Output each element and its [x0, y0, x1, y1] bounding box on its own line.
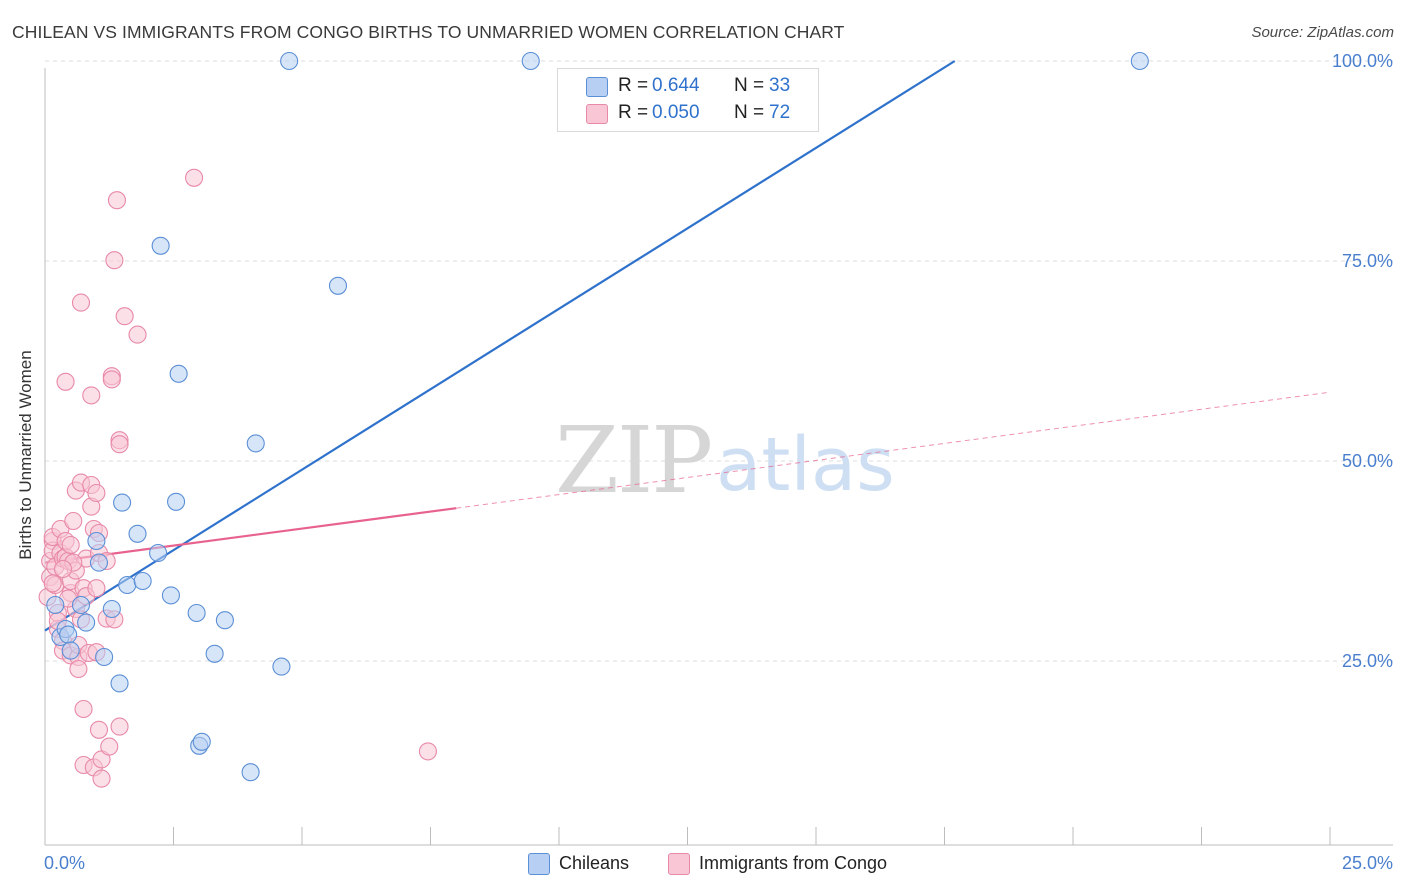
data-point-congo	[74, 699, 93, 719]
data-point-congo	[69, 659, 88, 679]
data-point-chilean	[95, 647, 114, 667]
data-point-chilean	[328, 276, 348, 295]
stats-legend-row-congo: R = 0.050 N = 72	[558, 101, 818, 127]
data-point-chilean	[118, 575, 137, 595]
data-point-congo	[115, 307, 134, 326]
y-axis-label: Births to Unmarried Women	[16, 350, 35, 560]
legend-label-immigrants-from-congo: Immigrants from Congo	[699, 853, 888, 873]
data-point-chilean	[169, 364, 188, 383]
data-point-congo	[87, 483, 106, 503]
data-point-chilean	[77, 613, 96, 632]
trendline-congo-extension	[456, 391, 1331, 509]
data-point-chilean	[110, 674, 129, 693]
n-label: N =	[734, 75, 765, 96]
trend-layer	[44, 60, 1331, 632]
n-label: N =	[734, 102, 765, 123]
trendline-chileans	[44, 60, 956, 632]
n-value: 33	[769, 75, 791, 96]
y-axis-label-wrap: Births to Unmarried Women	[16, 330, 36, 580]
legend-label-chileans: Chileans	[559, 853, 630, 873]
data-point-chilean	[205, 644, 224, 663]
data-point-chilean	[272, 657, 291, 676]
tick-label-layer: 25.0% 50.0% 75.0% 100.0% 0.0% 25.0%	[44, 51, 1393, 873]
data-point-chilean	[215, 611, 234, 630]
data-point-chilean	[59, 625, 78, 644]
x-tick-label: 25.0%	[1342, 853, 1393, 873]
data-point-chilean	[46, 595, 65, 615]
data-point-congo	[128, 325, 147, 344]
r-value: 0.644	[652, 75, 700, 96]
chart-title: CHILEAN VS IMMIGRANTS FROM CONGO BIRTHS …	[12, 22, 845, 42]
data-point-chilean	[521, 51, 540, 71]
data-point-chilean	[113, 493, 132, 512]
data-point-chilean	[151, 236, 170, 255]
r-label: R =	[618, 102, 649, 123]
trendline-congo	[44, 507, 457, 564]
data-point-congo	[43, 574, 62, 593]
source-label: Source: ZipAtlas.com	[1251, 24, 1394, 41]
legend-swatch-blue	[586, 77, 608, 97]
data-point-chilean	[187, 603, 206, 623]
axis-layer	[44, 68, 1393, 846]
data-point-congo	[418, 742, 437, 761]
points-immigrants-from-congo	[38, 168, 437, 788]
stats-legend: R = 0.644 N = 33 R = 0.050 N = 72	[557, 68, 819, 132]
data-point-congo	[82, 386, 101, 405]
data-point-chilean	[149, 543, 168, 563]
r-label: R =	[618, 75, 649, 96]
data-point-chilean	[61, 641, 80, 660]
data-point-congo	[71, 293, 91, 312]
data-point-chilean	[280, 51, 299, 71]
series-legend: Chileans Immigrants from Congo	[0, 851, 1406, 877]
data-point-chilean	[192, 732, 211, 751]
data-point-chilean	[87, 531, 106, 551]
watermark: ZIP atlas	[555, 407, 895, 514]
r-value: 0.050	[652, 102, 700, 123]
data-point-congo	[100, 737, 119, 756]
grid-layer	[45, 60, 1395, 662]
x-tick-label: 0.0%	[44, 853, 85, 873]
legend-swatch-pink	[586, 104, 608, 124]
data-point-chilean	[241, 763, 260, 782]
stats-legend-row-chileans: R = 0.644 N = 33	[558, 74, 818, 100]
y-tick-label: 50.0%	[1342, 451, 1393, 471]
data-point-congo	[92, 769, 111, 788]
data-point-congo	[64, 511, 83, 531]
data-point-congo	[87, 579, 106, 598]
legend-swatch-blue	[528, 853, 550, 875]
data-point-congo	[110, 717, 129, 736]
data-point-chilean	[161, 586, 180, 605]
y-tick-label: 25.0%	[1342, 651, 1393, 671]
watermark-atlas: atlas	[716, 422, 895, 508]
n-value: 72	[769, 102, 791, 123]
data-point-chilean	[89, 553, 109, 572]
data-point-chilean	[167, 492, 186, 511]
data-point-congo	[102, 370, 121, 389]
data-point-congo	[89, 720, 109, 739]
data-point-congo	[105, 251, 124, 270]
data-point-chilean	[1130, 51, 1149, 71]
data-point-congo	[53, 559, 73, 579]
data-point-congo	[56, 372, 75, 391]
data-point-chilean	[246, 434, 265, 453]
data-point-chilean	[128, 524, 147, 543]
data-point-congo	[110, 435, 129, 454]
data-point-chilean	[71, 595, 91, 615]
data-point-chilean	[133, 571, 152, 591]
data-point-congo	[107, 191, 127, 210]
data-point-congo	[61, 535, 80, 555]
data-point-chilean	[102, 599, 121, 619]
legend-swatch-pink	[668, 853, 690, 875]
points-chileans	[46, 51, 1149, 782]
data-point-congo	[185, 168, 204, 187]
watermark-zip: ZIP	[555, 407, 711, 514]
y-tick-label: 75.0%	[1342, 251, 1393, 271]
y-tick-label: 100.0%	[1332, 51, 1393, 71]
